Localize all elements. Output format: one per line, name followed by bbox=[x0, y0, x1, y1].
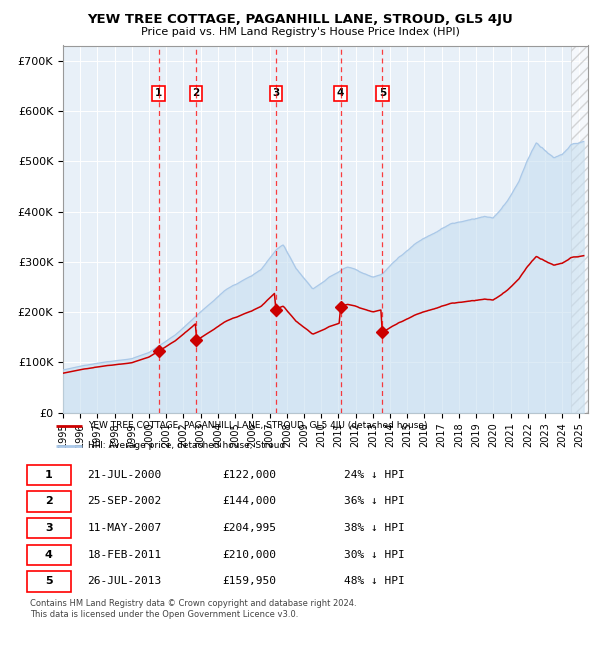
Text: 4: 4 bbox=[45, 550, 53, 560]
FancyBboxPatch shape bbox=[27, 545, 71, 565]
Text: 5: 5 bbox=[379, 88, 386, 98]
Text: YEW TREE COTTAGE, PAGANHILL LANE, STROUD, GL5 4JU: YEW TREE COTTAGE, PAGANHILL LANE, STROUD… bbox=[87, 13, 513, 26]
Text: 3: 3 bbox=[45, 523, 53, 533]
Text: 25-SEP-2002: 25-SEP-2002 bbox=[88, 497, 162, 506]
Text: 2: 2 bbox=[45, 497, 53, 506]
Text: 3: 3 bbox=[272, 88, 280, 98]
Text: £204,995: £204,995 bbox=[223, 523, 277, 533]
Text: 4: 4 bbox=[337, 88, 344, 98]
FancyBboxPatch shape bbox=[27, 571, 71, 592]
Text: 26-JUL-2013: 26-JUL-2013 bbox=[88, 577, 162, 586]
Text: 5: 5 bbox=[45, 577, 53, 586]
Text: 1: 1 bbox=[45, 470, 53, 480]
Text: HPI: Average price, detached house, Stroud: HPI: Average price, detached house, Stro… bbox=[88, 441, 285, 450]
Text: £159,950: £159,950 bbox=[223, 577, 277, 586]
Text: 11-MAY-2007: 11-MAY-2007 bbox=[88, 523, 162, 533]
Text: 1: 1 bbox=[155, 88, 162, 98]
Text: 48% ↓ HPI: 48% ↓ HPI bbox=[344, 577, 405, 586]
Text: 24% ↓ HPI: 24% ↓ HPI bbox=[344, 470, 405, 480]
Text: Price paid vs. HM Land Registry's House Price Index (HPI): Price paid vs. HM Land Registry's House … bbox=[140, 27, 460, 37]
Text: 36% ↓ HPI: 36% ↓ HPI bbox=[344, 497, 405, 506]
Text: 2: 2 bbox=[193, 88, 200, 98]
Text: £210,000: £210,000 bbox=[223, 550, 277, 560]
Text: YEW TREE COTTAGE, PAGANHILL LANE, STROUD, GL5 4JU (detached house): YEW TREE COTTAGE, PAGANHILL LANE, STROUD… bbox=[88, 421, 427, 430]
Text: £144,000: £144,000 bbox=[223, 497, 277, 506]
FancyBboxPatch shape bbox=[27, 465, 71, 485]
FancyBboxPatch shape bbox=[27, 518, 71, 538]
Text: £122,000: £122,000 bbox=[223, 470, 277, 480]
Text: 30% ↓ HPI: 30% ↓ HPI bbox=[344, 550, 405, 560]
FancyBboxPatch shape bbox=[27, 491, 71, 512]
Text: 18-FEB-2011: 18-FEB-2011 bbox=[88, 550, 162, 560]
Text: Contains HM Land Registry data © Crown copyright and database right 2024.
This d: Contains HM Land Registry data © Crown c… bbox=[30, 599, 356, 619]
Text: 38% ↓ HPI: 38% ↓ HPI bbox=[344, 523, 405, 533]
Text: 21-JUL-2000: 21-JUL-2000 bbox=[88, 470, 162, 480]
